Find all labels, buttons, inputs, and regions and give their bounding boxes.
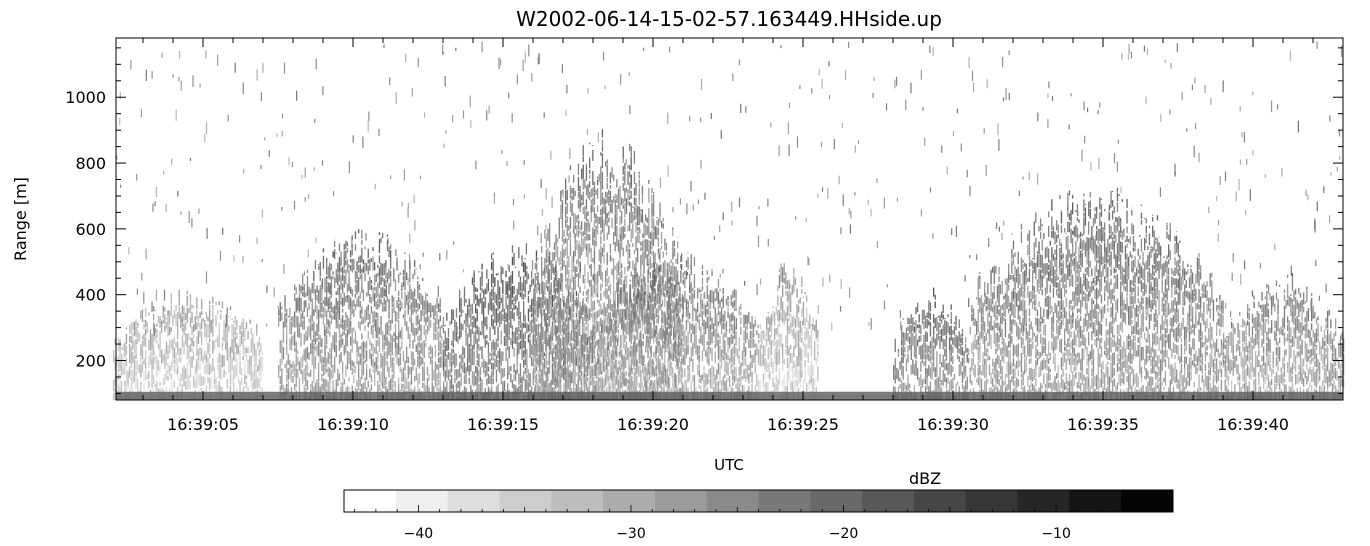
speckle-layer [116, 41, 1343, 337]
y-tick-label: 200 [75, 352, 106, 371]
plot-frame [115, 37, 1344, 401]
y-tick-label: 400 [75, 286, 106, 305]
x-axis-label: UTC [714, 456, 744, 474]
colorbar-step [965, 490, 1019, 512]
colorbar-step [862, 490, 915, 512]
colorbar-step [706, 490, 759, 512]
echo-region [113, 289, 264, 400]
y-axis-label: Range [m] [11, 177, 30, 261]
y-tick-label: 600 [75, 220, 106, 239]
colorbar-step [654, 490, 708, 512]
colorbar-steps [344, 490, 1174, 512]
colorbar: −40 −30 −20 −10 dBZ [343, 469, 1174, 542]
x-tick-label: 16:39:10 [317, 415, 389, 434]
colorbar-step [344, 490, 397, 512]
colorbar-ticks: −40 −30 −20 −10 [354, 505, 1163, 542]
ground-clutter-band [116, 391, 1343, 400]
colorbar-tick-label: −10 [1041, 526, 1071, 542]
colorbar-tick-label: −20 [829, 526, 859, 542]
colorbar-step [395, 490, 449, 512]
x-axis: 16:39:05 16:39:10 16:39:15 16:39:20 16:39:25… [142, 38, 1344, 434]
colorbar-step [1069, 490, 1122, 512]
x-tick-label: 16:39:15 [467, 415, 539, 434]
x-tick-label: 16:39:05 [167, 415, 239, 434]
colorbar-step [913, 490, 967, 512]
colorbar-step [1017, 490, 1070, 512]
colorbar-step [499, 490, 552, 512]
plot-area: 16:39:05 16:39:10 16:39:15 16:39:20 16:39:25… [65, 37, 1345, 434]
y-tick-label: 800 [75, 154, 106, 173]
colorbar-step [603, 490, 656, 512]
x-tick-label: 16:39:40 [1217, 415, 1289, 434]
colorbar-step [1121, 490, 1174, 512]
x-tick-label: 16:39:35 [1067, 415, 1139, 434]
colorbar-label: dBZ [909, 469, 941, 488]
colorbar-tick-label: −30 [616, 526, 646, 542]
echo-region [758, 262, 819, 400]
echo-region [278, 229, 445, 400]
colorbar-step [810, 490, 863, 512]
colorbar-step [551, 490, 604, 512]
x-tick-label: 16:39:20 [617, 415, 689, 434]
x-tick-label: 16:39:30 [917, 415, 989, 434]
echo-region [968, 187, 1224, 400]
y-axis: 200 400 600 800 1000 [65, 47, 1343, 394]
y-tick-label: 1000 [65, 88, 106, 107]
echo-layer [113, 41, 1345, 400]
colorbar-tick-label: −40 [404, 526, 434, 542]
echo-region [893, 287, 968, 400]
chart-title: W2002-06-14-15-02-57.163449.HHside.up [516, 7, 942, 31]
colorbar-step [447, 490, 500, 512]
colorbar-step [758, 490, 811, 512]
x-tick-label: 16:39:25 [767, 415, 839, 434]
